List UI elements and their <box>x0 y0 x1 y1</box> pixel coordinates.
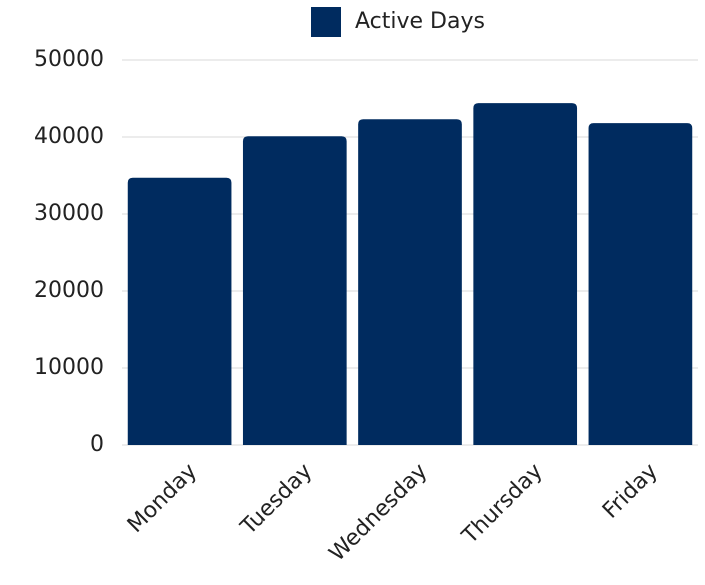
y-tick-label: 0 <box>90 432 104 457</box>
legend-label: Active Days <box>355 9 485 34</box>
x-tick-label: Friday <box>598 459 663 524</box>
bar <box>127 177 232 445</box>
bar <box>473 103 578 446</box>
x-tick-label: Monday <box>123 459 202 538</box>
x-tick-label: Tuesday <box>236 459 318 541</box>
x-tick-label: Thursday <box>457 459 548 550</box>
y-tick-label: 20000 <box>34 278 104 303</box>
y-tick-label: 30000 <box>34 201 104 226</box>
bar <box>588 123 693 445</box>
bar <box>358 119 462 445</box>
bar <box>242 136 347 446</box>
y-tick-label: 50000 <box>34 47 104 72</box>
x-tick-label: Wednesday <box>325 459 433 567</box>
y-tick-label: 10000 <box>34 355 104 380</box>
y-tick-label: 40000 <box>34 124 104 149</box>
legend-swatch <box>311 7 341 37</box>
